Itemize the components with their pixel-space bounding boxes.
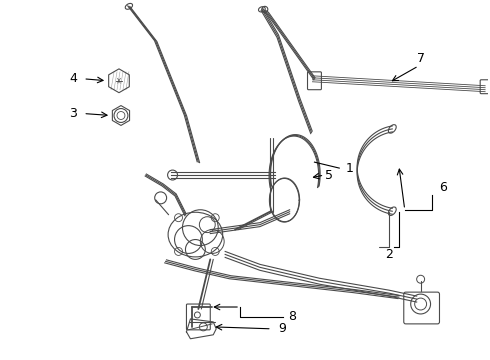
Text: 2: 2 xyxy=(385,248,393,261)
Text: 7: 7 xyxy=(416,53,425,66)
Text: 4: 4 xyxy=(70,72,77,85)
Text: 6: 6 xyxy=(440,181,447,194)
Text: 9: 9 xyxy=(278,322,286,336)
Text: 3: 3 xyxy=(70,107,77,120)
Text: 5: 5 xyxy=(325,168,333,181)
Text: 1: 1 xyxy=(345,162,353,175)
Text: 8: 8 xyxy=(288,310,295,323)
